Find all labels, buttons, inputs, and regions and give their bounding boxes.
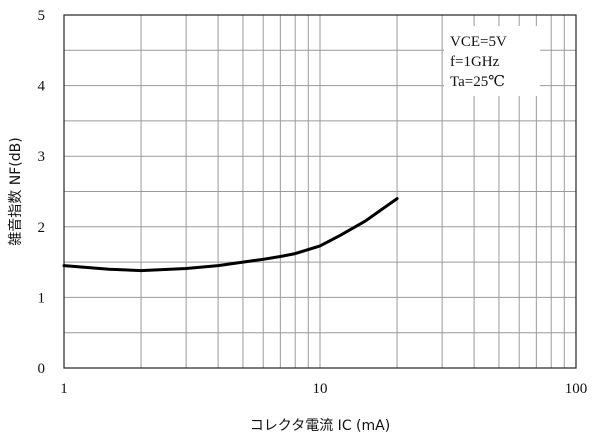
x-tick-label: 10 bbox=[313, 381, 328, 397]
y-tick-labels: 0 1 2 3 4 5 bbox=[38, 8, 46, 377]
y-tick-label: 3 bbox=[38, 149, 46, 165]
x-tick-label: 100 bbox=[565, 381, 588, 397]
y-axis-label: 雑音指数 NF(dB) bbox=[7, 137, 24, 245]
y-tick-label: 5 bbox=[38, 8, 46, 24]
plot-frame bbox=[63, 14, 577, 369]
y-tick-label: 0 bbox=[38, 361, 46, 377]
y-tick-label: 1 bbox=[38, 290, 46, 306]
condition-text: f=1GHz bbox=[450, 54, 500, 70]
y-tick-label: 4 bbox=[38, 79, 46, 95]
x-tick-labels: 1 10 100 bbox=[60, 381, 587, 397]
y-tick-label: 2 bbox=[38, 220, 46, 236]
conditions-box bbox=[444, 26, 540, 96]
condition-text: Ta=25℃ bbox=[450, 74, 505, 90]
condition-text: VCE=5V bbox=[450, 34, 507, 50]
conditions-annotation: VCE=5V f=1GHz Ta=25℃ bbox=[450, 34, 507, 90]
nf-curve bbox=[62, 197, 399, 273]
x-tick-label: 1 bbox=[60, 381, 68, 397]
x-axis-label: コレクタ電流 IC (mA) bbox=[250, 418, 390, 434]
